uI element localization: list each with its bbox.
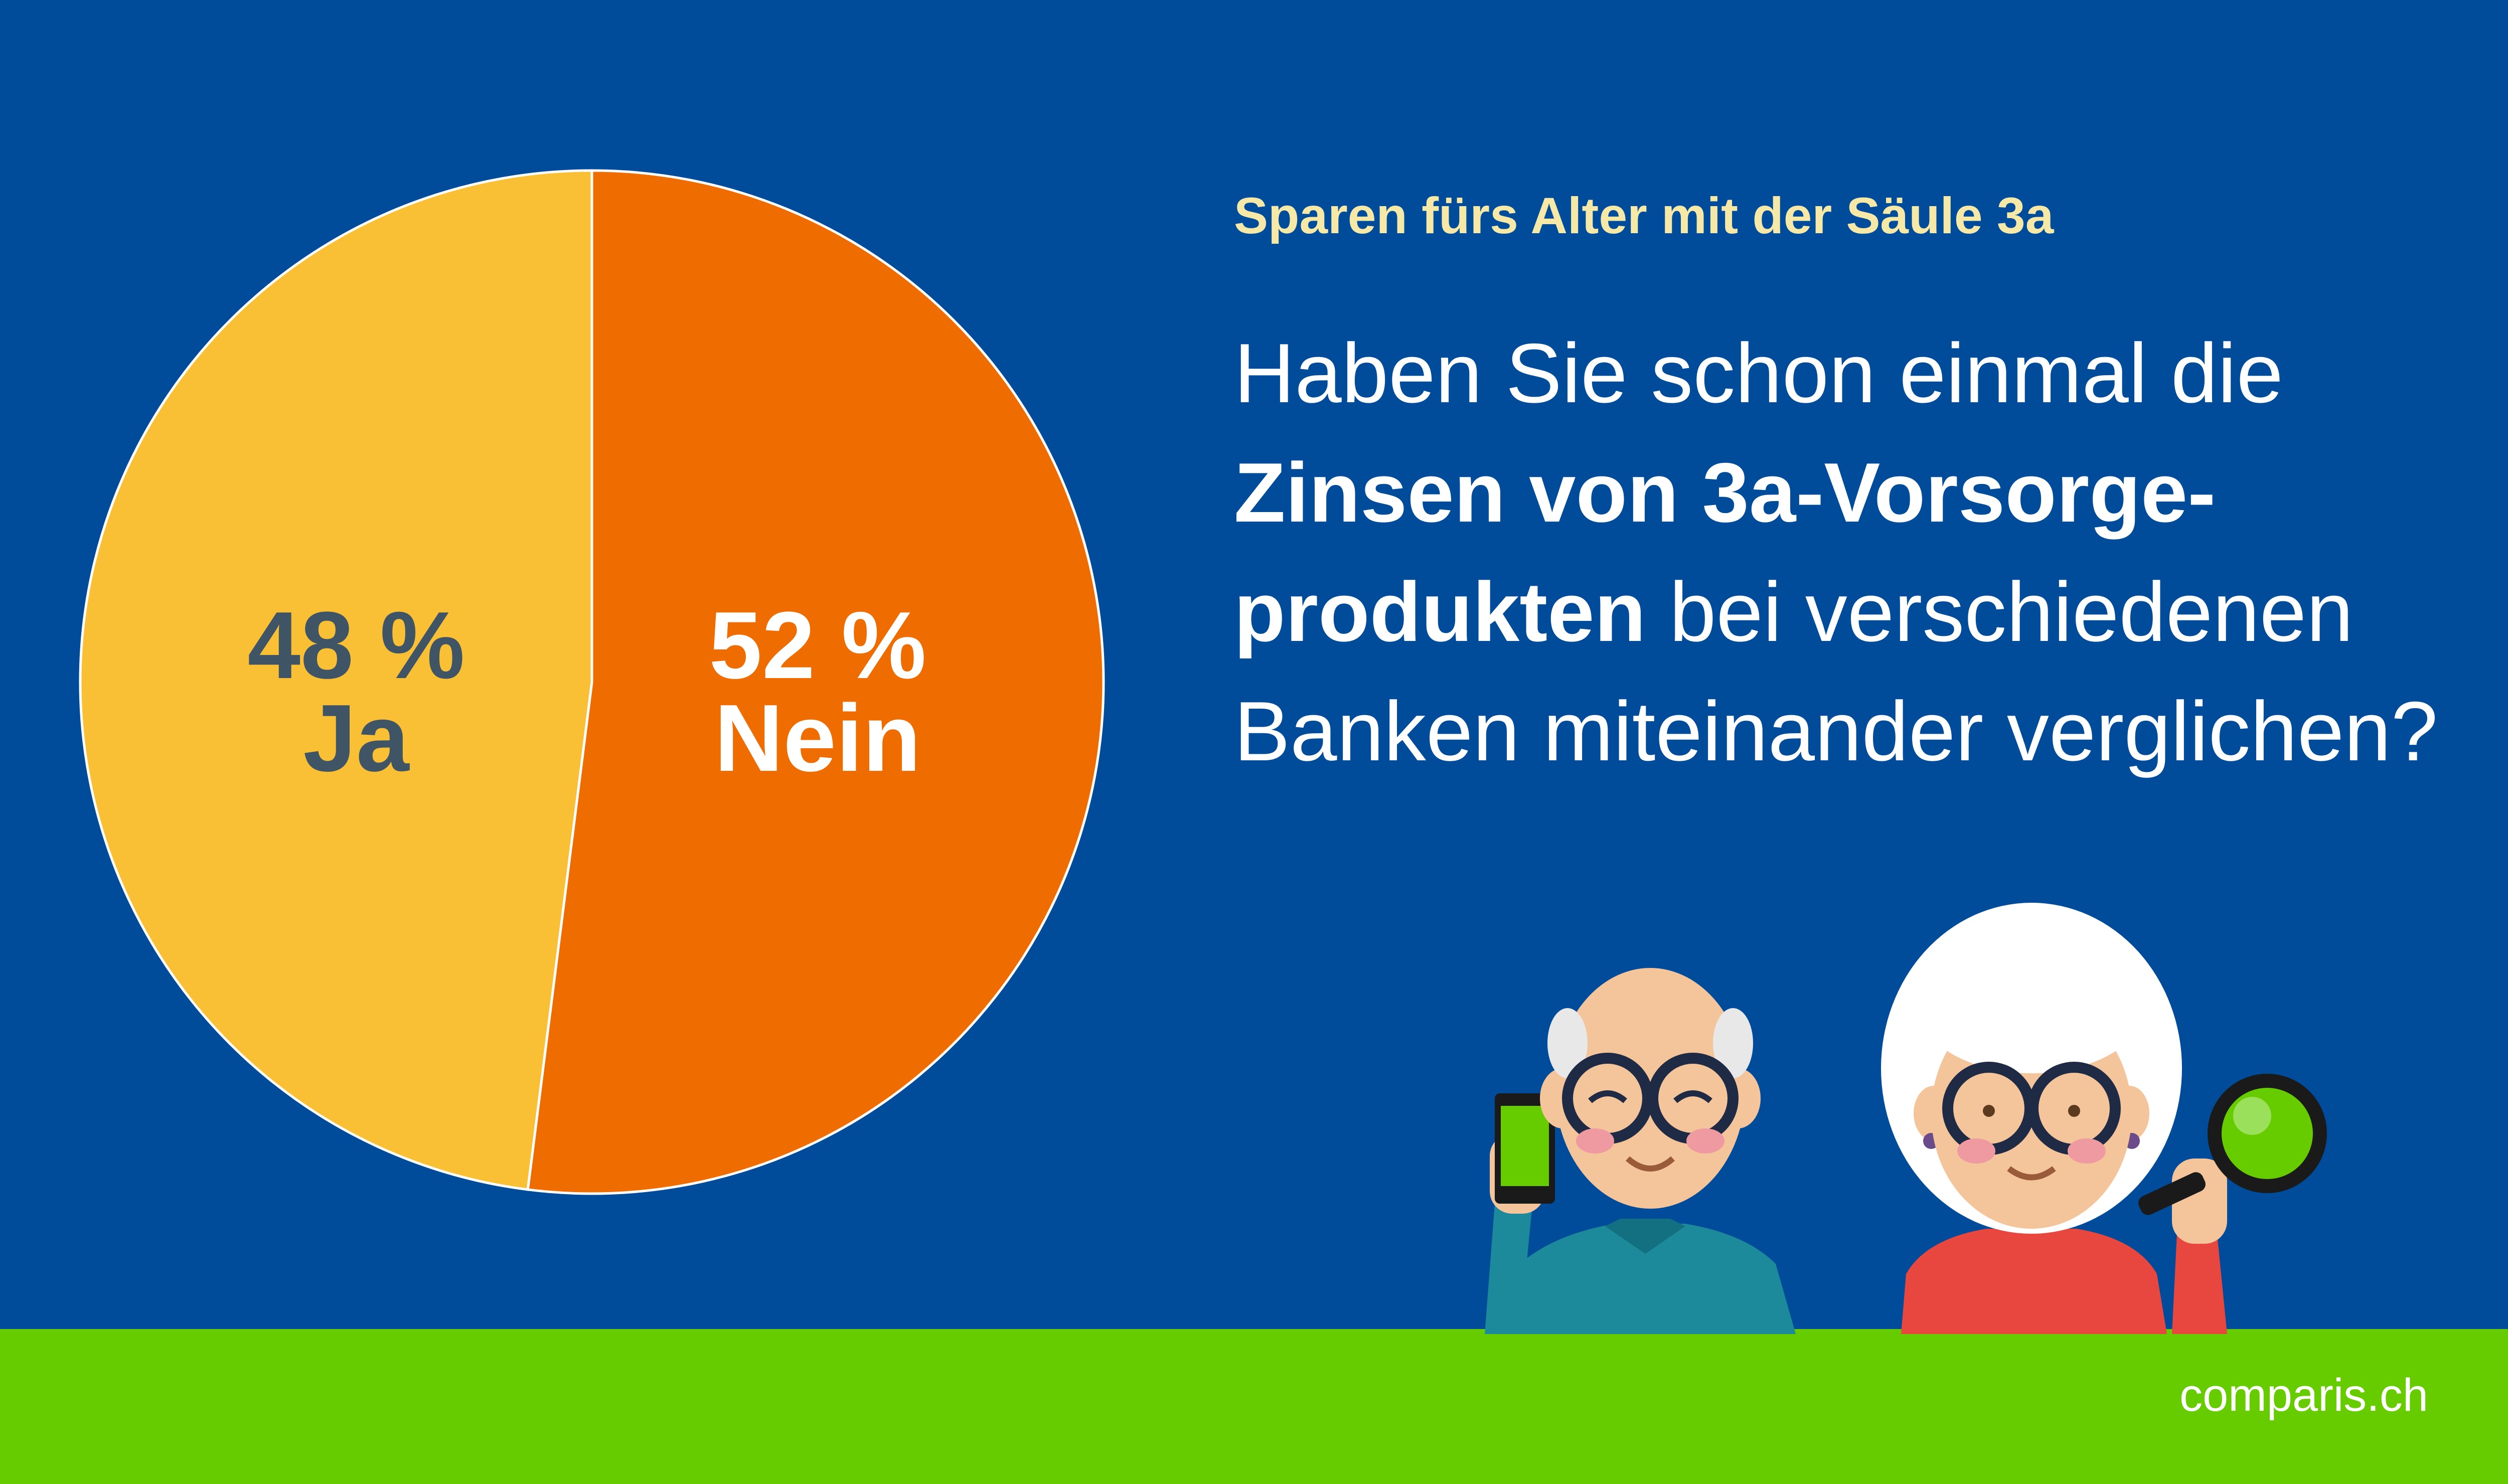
man-hair-right (1713, 1008, 1753, 1078)
man-collar (1605, 1219, 1685, 1254)
nein-value-label: 52 % (709, 592, 926, 699)
woman-hand (2172, 1159, 2227, 1244)
woman-arm (2172, 1234, 2227, 1334)
footer-bar (0, 1329, 2508, 1484)
question-part-1: Haben Sie schon einmal die (1234, 326, 2283, 420)
man-shirt (1485, 1224, 1796, 1334)
question-bold-2: produkten (1234, 565, 1646, 659)
seniors-illustration (1485, 903, 2327, 1334)
ja-value-label: 48 % (247, 592, 465, 699)
woman-hair-top (1916, 933, 2147, 1073)
magnifier-handle (2138, 1172, 2206, 1215)
ja-slice-label: 48 % Ja (181, 592, 532, 791)
question-part-2: bei verschiedenen Banken miteinander ver… (1234, 565, 2438, 778)
phone-screen-icon (1501, 1106, 1549, 1186)
magnifier-icon (2208, 1074, 2327, 1193)
brand-logo-text: comparis.ch (2179, 1370, 2428, 1421)
nein-slice-label: 52 % Nein (642, 592, 993, 791)
pie-chart (79, 169, 1105, 1195)
man-hair-left (1547, 1008, 1588, 1078)
ja-category-label: Ja (303, 685, 409, 791)
question-bold-1: Zinsen von 3a-Vorsorge- (1234, 445, 2216, 540)
kicker-title: Sparen fürs Alter mit der Säule 3a (1234, 187, 2054, 244)
nein-category-label: Nein (714, 685, 921, 791)
woman-sweater (1901, 1229, 2167, 1334)
survey-question: Haben Sie schon einmal die Zinsen von 3a… (1234, 313, 2498, 791)
pie-slice-nein (526, 169, 1105, 1195)
pie-slice-ja (79, 169, 593, 1191)
